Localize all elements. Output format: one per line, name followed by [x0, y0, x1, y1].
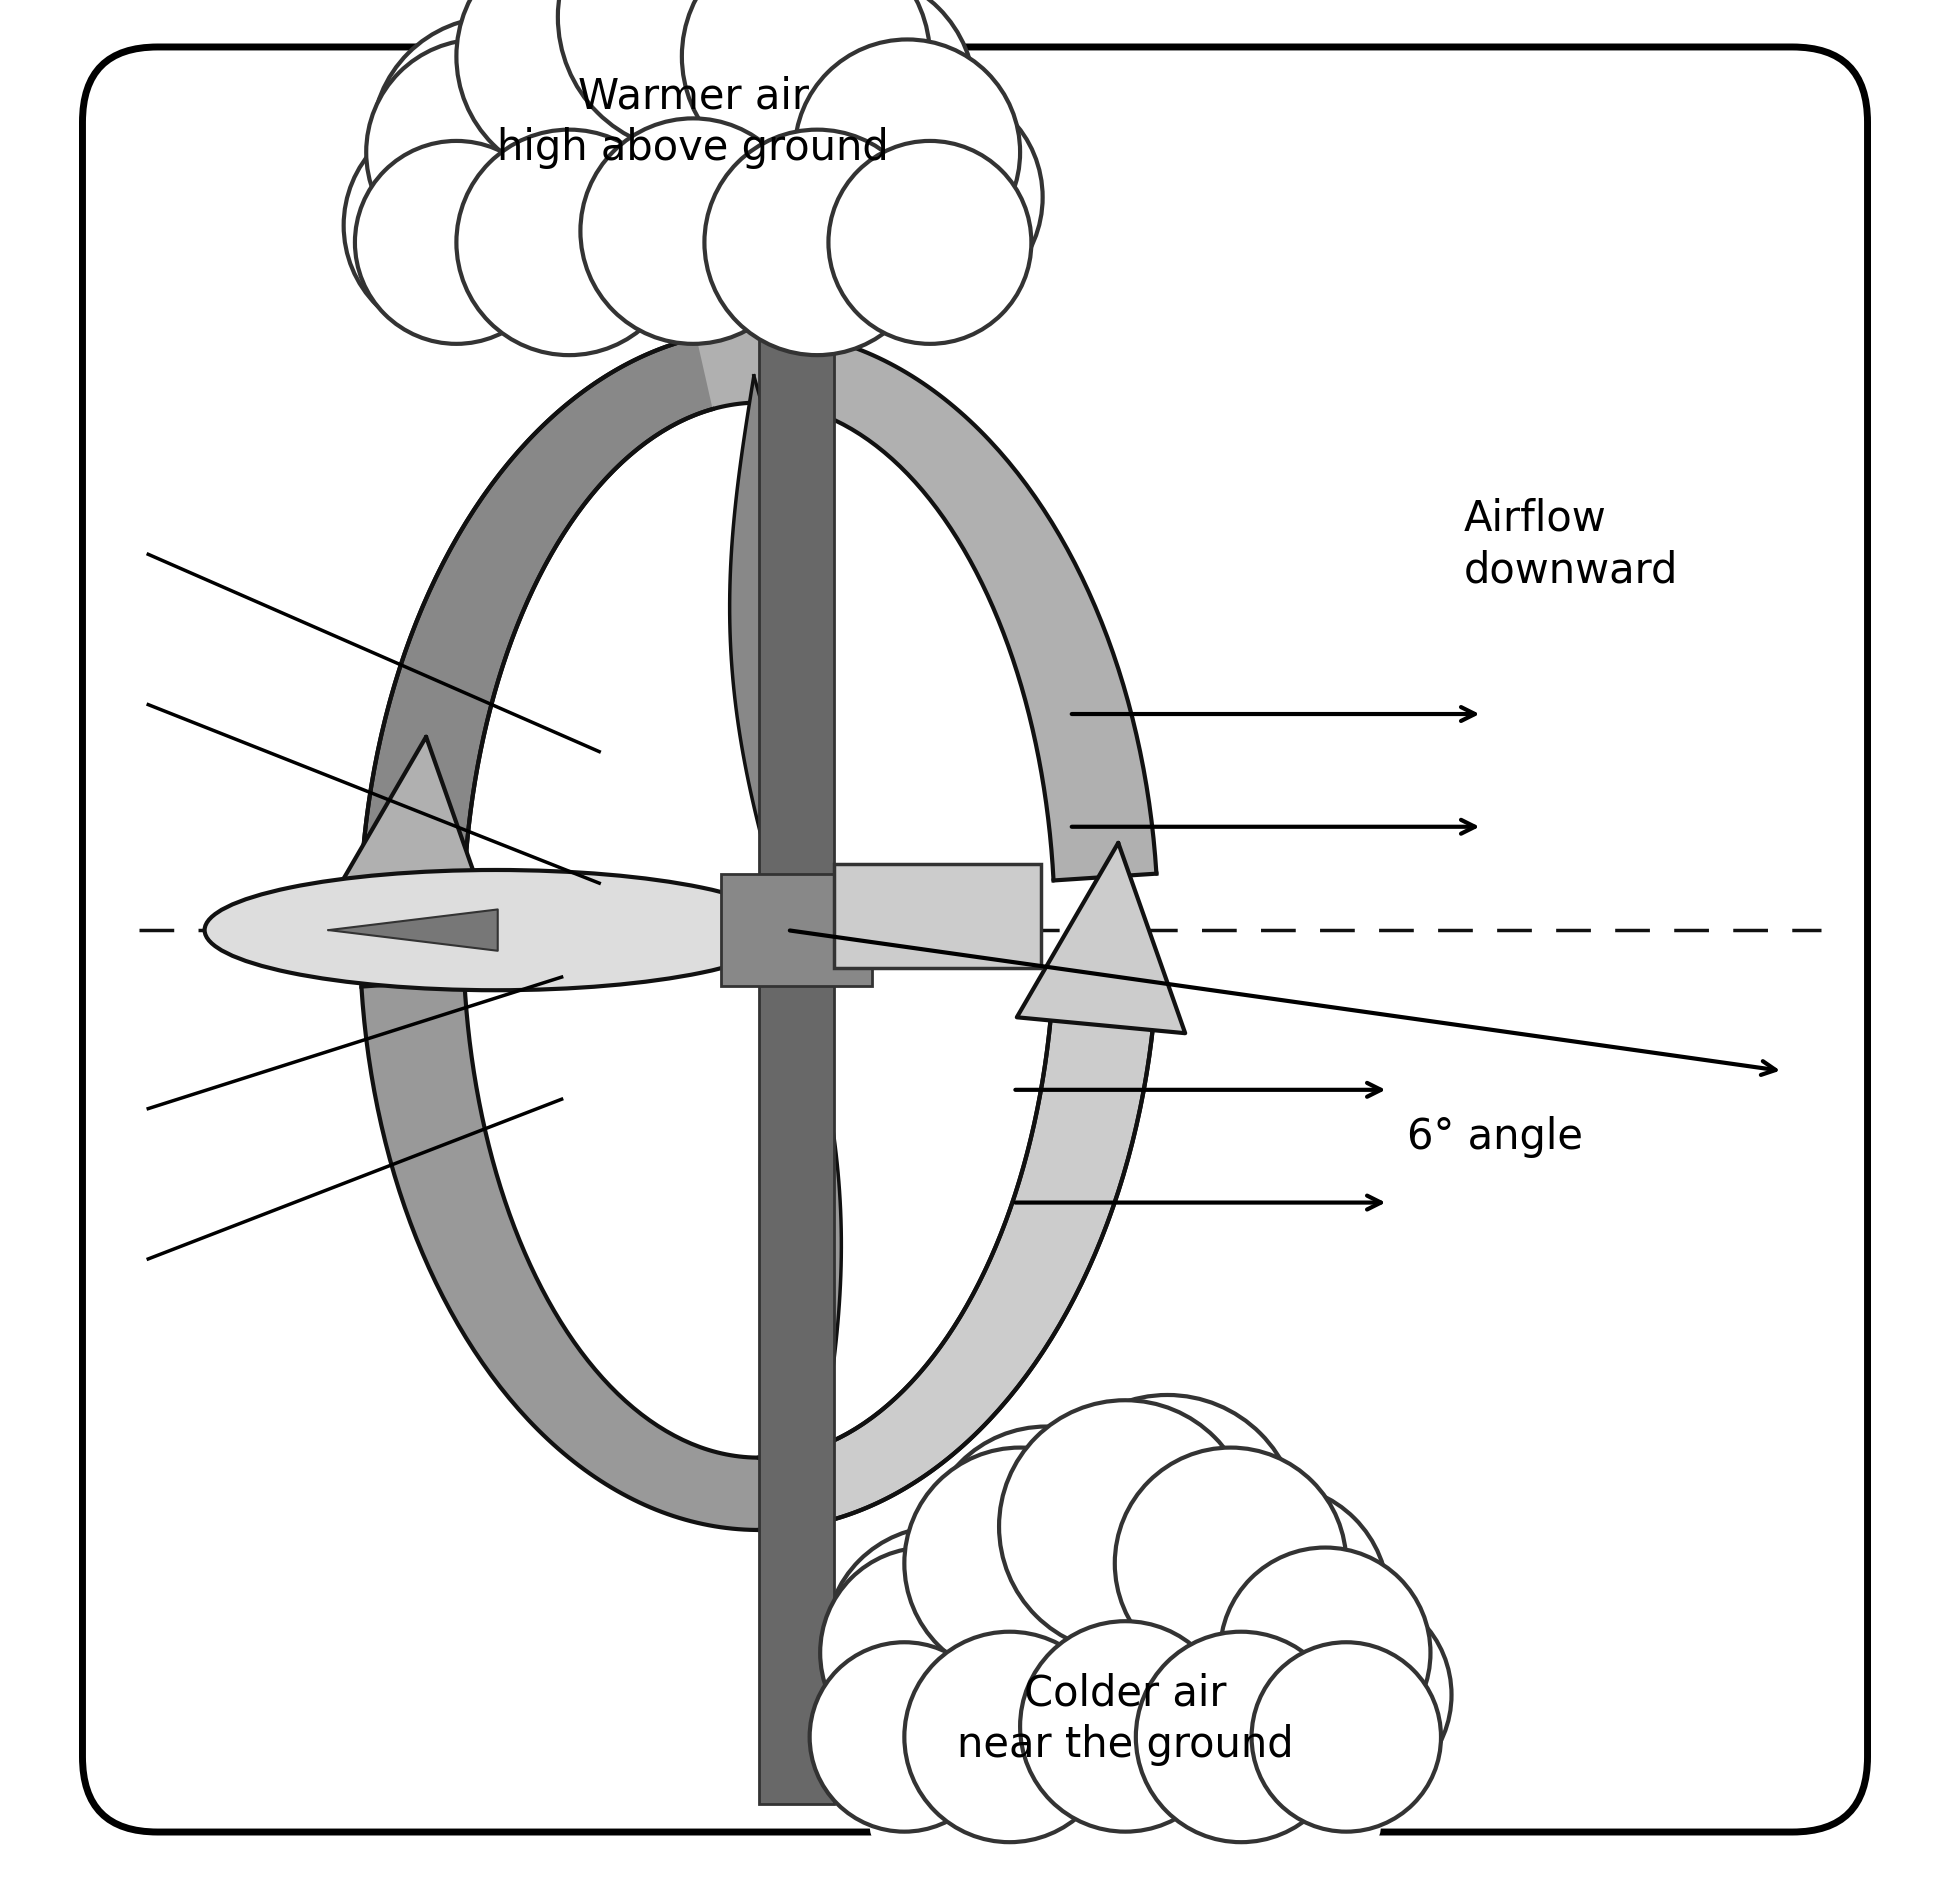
FancyBboxPatch shape [421, 150, 965, 357]
Polygon shape [835, 864, 1041, 968]
Circle shape [1135, 1631, 1345, 1841]
Polygon shape [759, 979, 1156, 1530]
Circle shape [558, 0, 829, 152]
Text: Warmer air
high above ground: Warmer air high above ground [497, 75, 889, 169]
Circle shape [1156, 1484, 1388, 1716]
Circle shape [480, 0, 739, 169]
Polygon shape [1016, 844, 1186, 1033]
Circle shape [727, 0, 975, 220]
Circle shape [905, 1447, 1135, 1680]
Circle shape [926, 1426, 1168, 1669]
Circle shape [1035, 1394, 1299, 1657]
Circle shape [1240, 1590, 1451, 1800]
Circle shape [998, 1400, 1252, 1654]
Polygon shape [361, 331, 1156, 881]
Circle shape [905, 1631, 1115, 1841]
Text: Colder air
near the ground: Colder air near the ground [957, 1672, 1293, 1766]
Circle shape [1115, 1447, 1345, 1680]
Circle shape [367, 39, 591, 265]
Circle shape [355, 141, 558, 344]
Circle shape [456, 130, 682, 355]
Polygon shape [326, 737, 493, 926]
Polygon shape [361, 338, 712, 881]
Circle shape [343, 113, 569, 338]
Circle shape [1020, 1622, 1230, 1832]
Circle shape [825, 1526, 1057, 1759]
Circle shape [372, 17, 620, 265]
Circle shape [704, 130, 930, 355]
Circle shape [581, 118, 805, 344]
Circle shape [821, 1548, 1032, 1759]
Polygon shape [759, 169, 835, 1804]
Ellipse shape [205, 870, 788, 990]
Circle shape [597, 0, 879, 158]
Circle shape [794, 39, 1020, 265]
Circle shape [1252, 1642, 1441, 1832]
Polygon shape [330, 909, 497, 951]
Polygon shape [729, 376, 811, 930]
Circle shape [809, 1642, 998, 1832]
Circle shape [456, 0, 704, 180]
FancyBboxPatch shape [870, 1650, 1381, 1845]
Polygon shape [361, 979, 1156, 1530]
Polygon shape [760, 930, 840, 1484]
Circle shape [1221, 1548, 1431, 1759]
Circle shape [682, 0, 930, 180]
Circle shape [817, 85, 1043, 310]
Circle shape [800, 1616, 1010, 1826]
Circle shape [829, 141, 1032, 344]
FancyBboxPatch shape [82, 47, 1868, 1832]
Text: 6° angle: 6° angle [1408, 1116, 1583, 1157]
Text: Airflow
downward: Airflow downward [1464, 498, 1677, 592]
Polygon shape [722, 874, 872, 986]
